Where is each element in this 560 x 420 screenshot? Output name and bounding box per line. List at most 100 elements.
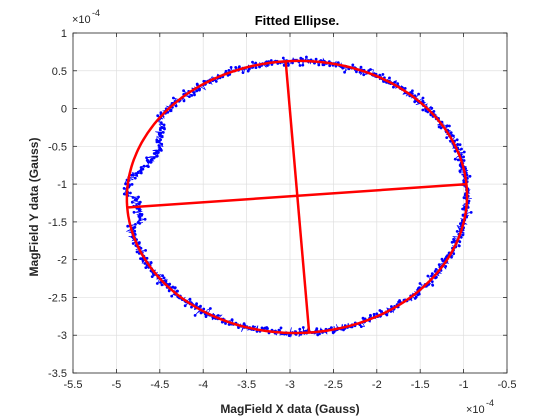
data-point — [149, 160, 153, 164]
data-point — [158, 134, 162, 138]
data-point — [154, 151, 158, 155]
data-point — [314, 57, 318, 61]
data-point — [452, 237, 455, 241]
data-point — [130, 173, 134, 177]
data-point — [138, 218, 142, 222]
data-point — [305, 55, 308, 59]
data-point — [468, 174, 472, 178]
data-point — [141, 259, 145, 263]
data-point — [449, 131, 453, 135]
ellipse-axes — [126, 60, 468, 333]
data-point — [445, 124, 449, 128]
data-point — [160, 149, 163, 152]
data-point — [157, 144, 161, 147]
data-point — [172, 96, 175, 100]
data-point — [132, 210, 136, 214]
data-point — [317, 63, 321, 67]
data-point — [461, 213, 465, 217]
data-point — [161, 131, 165, 134]
data-point — [149, 158, 153, 162]
data-point — [188, 95, 191, 98]
data-point — [160, 125, 164, 129]
data-point — [417, 92, 420, 96]
data-point — [145, 256, 149, 260]
data-point — [437, 263, 441, 266]
data-point — [251, 60, 254, 64]
data-point — [142, 164, 146, 168]
data-point — [140, 214, 144, 217]
data-point — [417, 292, 421, 296]
data-point — [209, 307, 212, 310]
data-point — [174, 104, 178, 108]
data-point — [411, 89, 414, 93]
data-point — [156, 114, 160, 118]
x-axis-label: MagField X data (Gauss) — [220, 402, 359, 416]
data-point — [131, 242, 135, 245]
data-point — [440, 257, 444, 261]
data-point — [160, 283, 164, 287]
data-point — [195, 302, 199, 306]
data-point — [301, 63, 305, 67]
data-point — [435, 275, 438, 279]
data-point — [430, 272, 434, 275]
data-point — [281, 56, 285, 60]
data-point — [431, 283, 435, 287]
data-point — [430, 106, 434, 110]
data-point — [234, 66, 238, 69]
data-point — [199, 304, 202, 308]
data-point — [192, 91, 196, 94]
data-point — [403, 87, 407, 90]
x-tick-label: -3 — [285, 379, 295, 391]
data-point — [158, 128, 162, 132]
data-point — [263, 326, 267, 330]
data-point — [144, 266, 148, 269]
data-point — [162, 276, 166, 280]
data-point — [137, 202, 141, 206]
data-point — [452, 134, 455, 138]
y-axis-label: MagField Y data (Gauss) — [27, 138, 41, 277]
data-point — [321, 63, 325, 67]
data-point — [298, 327, 302, 331]
x-tick-label: -2.5 — [324, 379, 343, 391]
data-point — [430, 280, 434, 283]
data-point — [298, 64, 302, 67]
data-point — [169, 109, 172, 113]
data-point — [216, 314, 220, 317]
data-point — [224, 69, 228, 73]
data-point — [122, 187, 126, 190]
data-point — [155, 282, 159, 285]
data-point — [163, 127, 166, 131]
data-point — [367, 69, 371, 73]
data-point — [462, 155, 465, 159]
data-point — [183, 304, 187, 308]
data-point — [133, 176, 137, 180]
x-tick-label: -4.5 — [150, 379, 169, 391]
data-point — [343, 70, 346, 74]
data-point — [195, 82, 199, 86]
data-point — [124, 182, 127, 186]
y-tick-label: -0.5 — [48, 141, 67, 153]
data-point — [462, 150, 466, 154]
data-point — [182, 99, 186, 103]
data-point — [332, 330, 336, 334]
data-point — [458, 143, 462, 147]
data-point — [392, 85, 395, 89]
y-tick-label: -3.5 — [48, 368, 67, 380]
fitted-ellipse — [125, 59, 469, 335]
y-tick-label: 1 — [61, 28, 67, 40]
data-point — [204, 315, 208, 318]
data-point — [167, 289, 171, 293]
data-point — [359, 65, 363, 69]
data-point — [432, 110, 436, 113]
data-point — [385, 313, 389, 317]
data-point — [421, 99, 425, 103]
x-tick-label: -5 — [112, 379, 122, 391]
data-point — [434, 268, 438, 271]
data-point — [155, 140, 159, 144]
data-point — [398, 299, 401, 302]
data-point — [195, 89, 199, 93]
y-tick-label: 0 — [61, 104, 67, 116]
data-point — [145, 156, 149, 160]
y-tick-label: -1 — [57, 179, 67, 191]
data-point — [329, 326, 333, 329]
